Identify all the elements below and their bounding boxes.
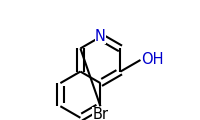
Text: N: N: [95, 29, 105, 44]
Text: OH: OH: [141, 53, 163, 67]
Text: Br: Br: [92, 107, 108, 120]
